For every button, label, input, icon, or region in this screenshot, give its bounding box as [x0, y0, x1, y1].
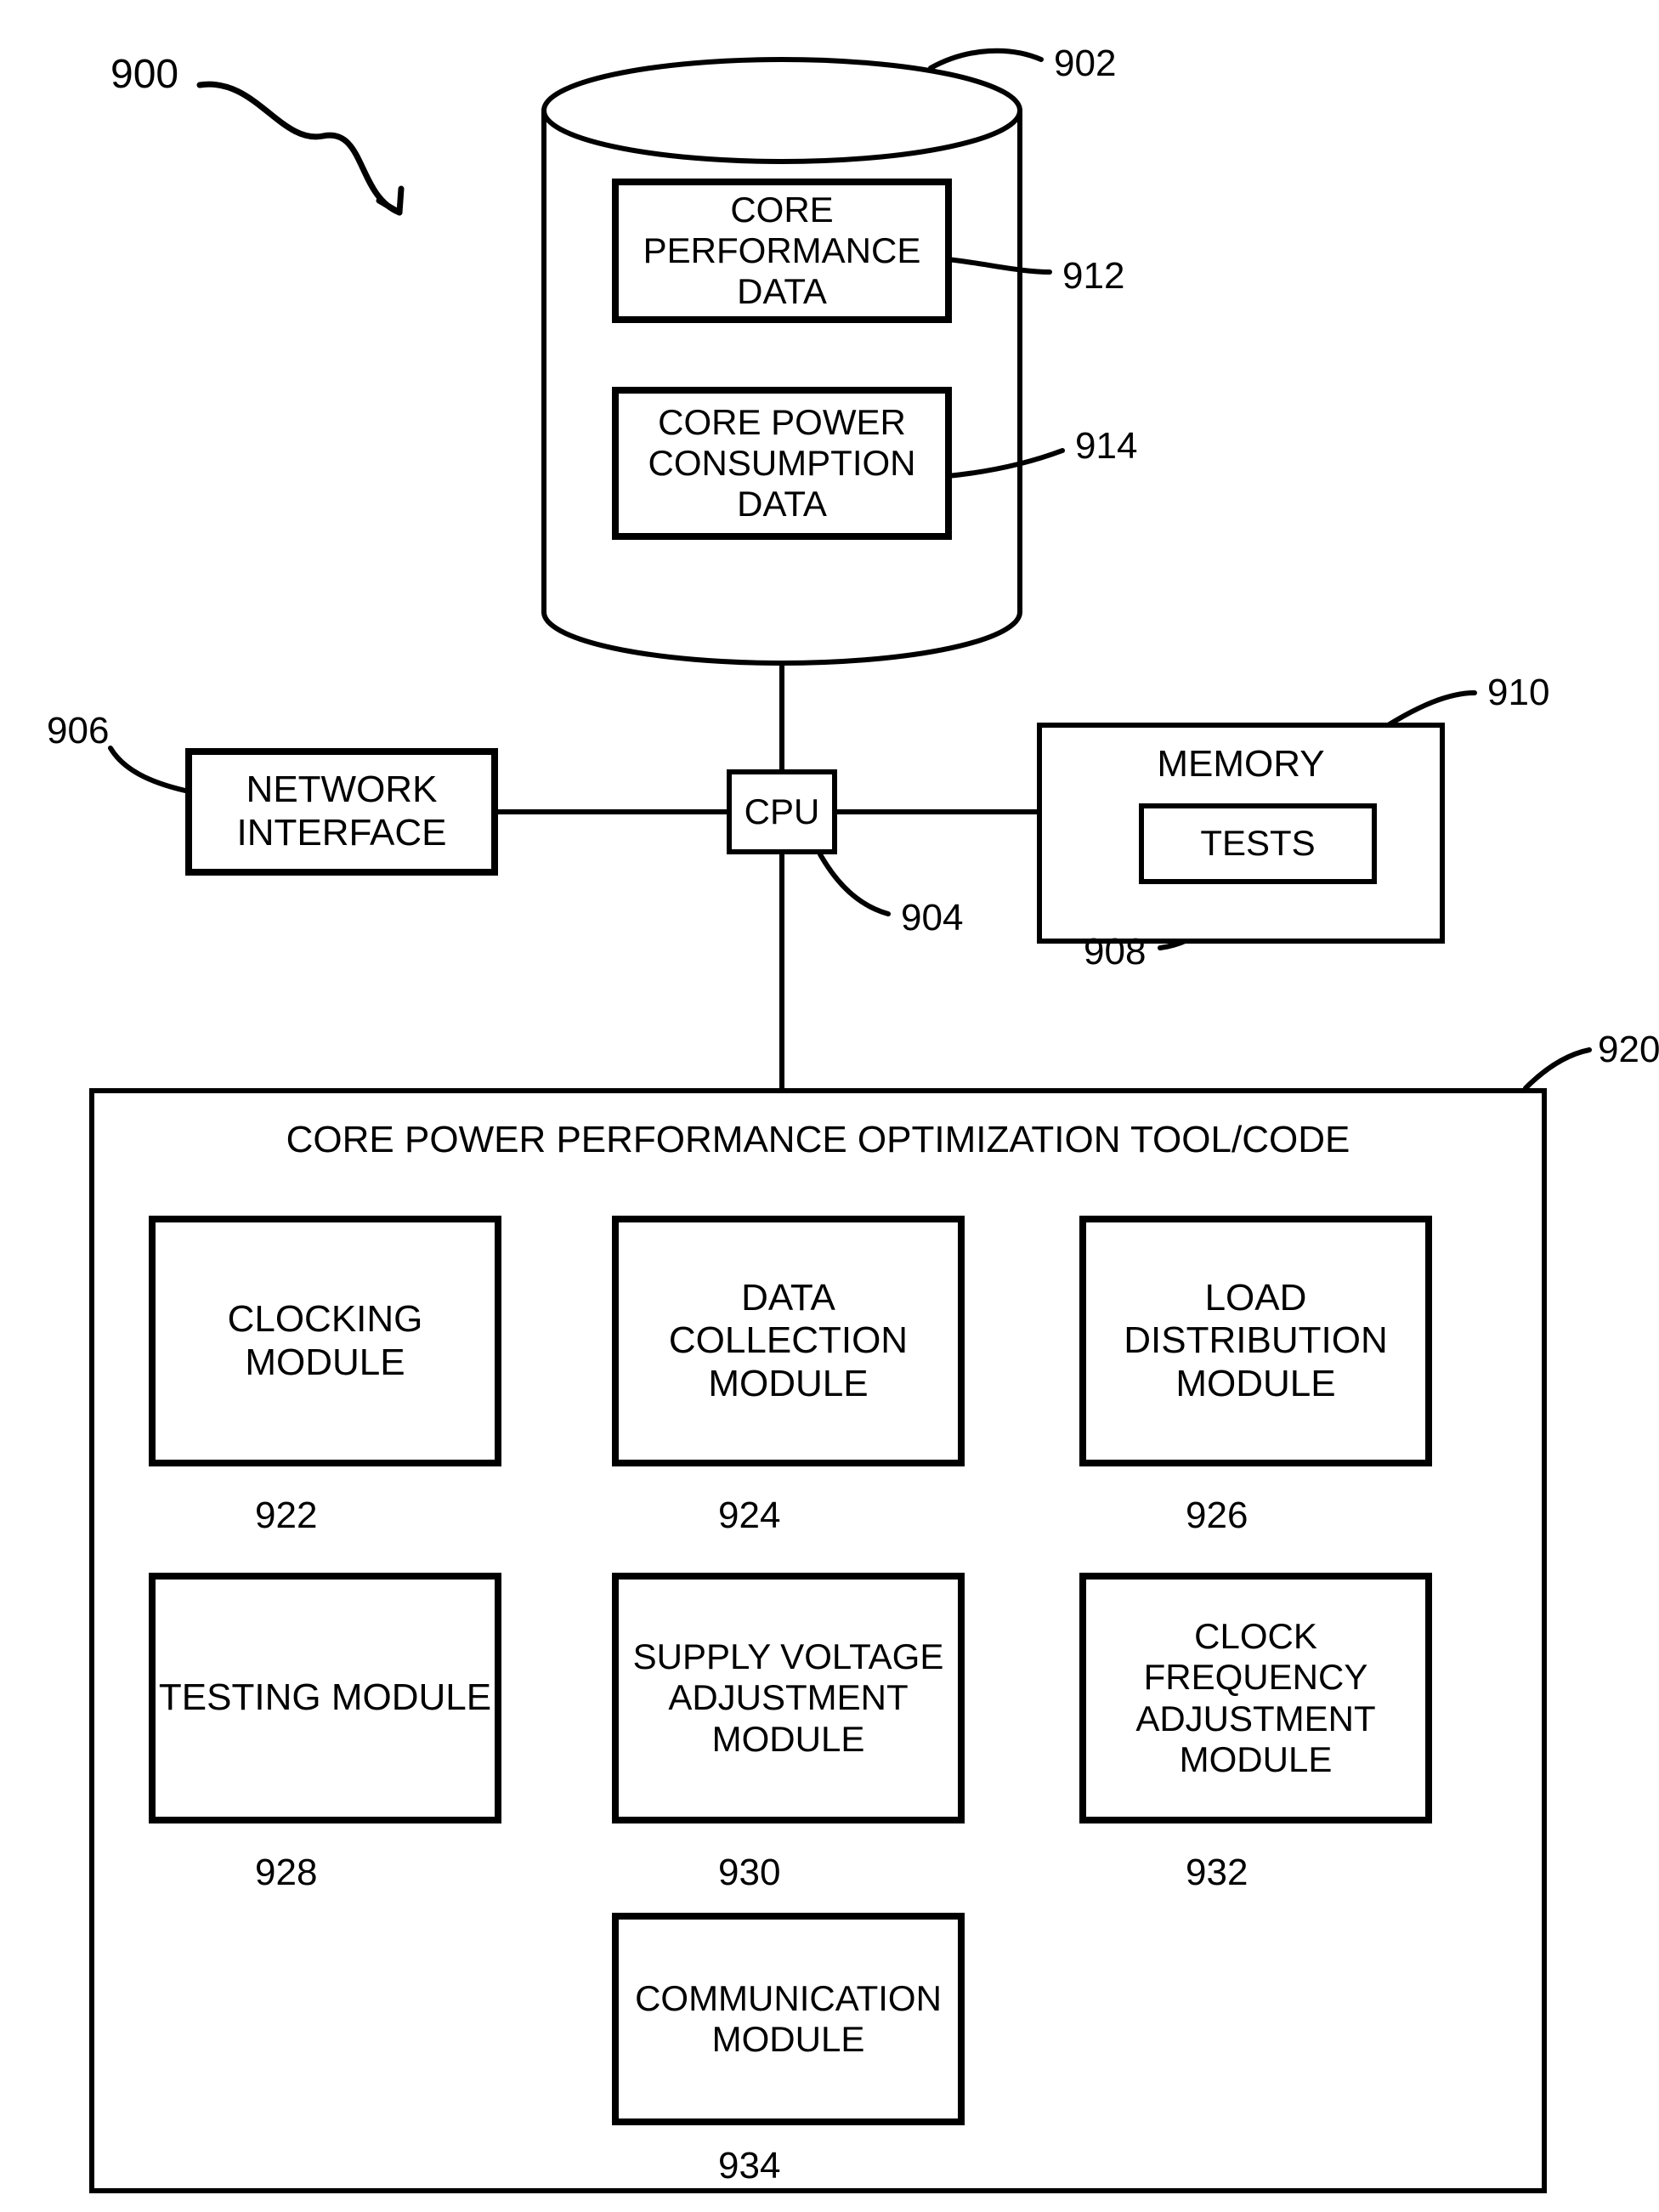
supply-voltage-module-box: SUPPLY VOLTAGE ADJUSTMENT MODULE: [612, 1573, 965, 1823]
supply-voltage-module-label: SUPPLY VOLTAGE ADJUSTMENT MODULE: [619, 1636, 958, 1760]
ref-904: 904: [901, 897, 963, 939]
optimization-tool-title: CORE POWER PERFORMANCE OPTIMIZATION TOOL…: [286, 1119, 1350, 1162]
ref-902: 902: [1054, 43, 1116, 85]
diagram-canvas: CORE PERFORMANCE DATA CORE POWER CONSUMP…: [0, 0, 1659, 2212]
clock-frequency-module-box: CLOCK FREQUENCY ADJUSTMENT MODULE: [1079, 1573, 1432, 1823]
testing-module-box: TESTING MODULE: [149, 1573, 501, 1823]
memory-label: MEMORY: [1157, 743, 1324, 786]
ref-922: 922: [255, 1495, 317, 1537]
clock-frequency-module-label: CLOCK FREQUENCY ADJUSTMENT MODULE: [1086, 1616, 1425, 1780]
core-performance-data-box: CORE PERFORMANCE DATA: [612, 179, 952, 323]
network-interface-label: NETWORK INTERFACE: [192, 769, 491, 854]
data-collection-module-box: DATA COLLECTION MODULE: [612, 1216, 965, 1466]
ref-926: 926: [1186, 1495, 1248, 1537]
ref-906: 906: [47, 710, 109, 752]
clocking-module-box: CLOCKING MODULE: [149, 1216, 501, 1466]
cpu-label: CPU: [745, 791, 820, 832]
ref-920: 920: [1598, 1029, 1659, 1071]
cpu-box: CPU: [727, 769, 837, 854]
communication-module-box: COMMUNICATION MODULE: [612, 1913, 965, 2125]
core-power-consumption-data-label: CORE POWER CONSUMPTION DATA: [619, 402, 945, 525]
load-distribution-module-label: LOAD DISTRIBUTION MODULE: [1086, 1277, 1425, 1406]
core-power-consumption-data-box: CORE POWER CONSUMPTION DATA: [612, 387, 952, 540]
ref-910: 910: [1487, 672, 1549, 714]
load-distribution-module-box: LOAD DISTRIBUTION MODULE: [1079, 1216, 1432, 1466]
testing-module-label: TESTING MODULE: [159, 1676, 491, 1720]
communication-module-label: COMMUNICATION MODULE: [619, 1978, 958, 2061]
ref-912: 912: [1062, 255, 1124, 298]
ref-930: 930: [718, 1852, 780, 1894]
ref-914: 914: [1075, 425, 1137, 468]
ref-928: 928: [255, 1852, 317, 1894]
ref-900: 900: [110, 51, 178, 98]
ref-924: 924: [718, 1495, 780, 1537]
tests-box: TESTS: [1139, 803, 1377, 884]
ref-932: 932: [1186, 1852, 1248, 1894]
ref-908: 908: [1084, 931, 1146, 973]
core-performance-data-label: CORE PERFORMANCE DATA: [619, 190, 945, 313]
data-collection-module-label: DATA COLLECTION MODULE: [619, 1277, 958, 1406]
ref-934: 934: [718, 2145, 780, 2187]
network-interface-box: NETWORK INTERFACE: [185, 748, 498, 876]
clocking-module-label: CLOCKING MODULE: [156, 1298, 495, 1384]
tests-label: TESTS: [1200, 823, 1315, 864]
